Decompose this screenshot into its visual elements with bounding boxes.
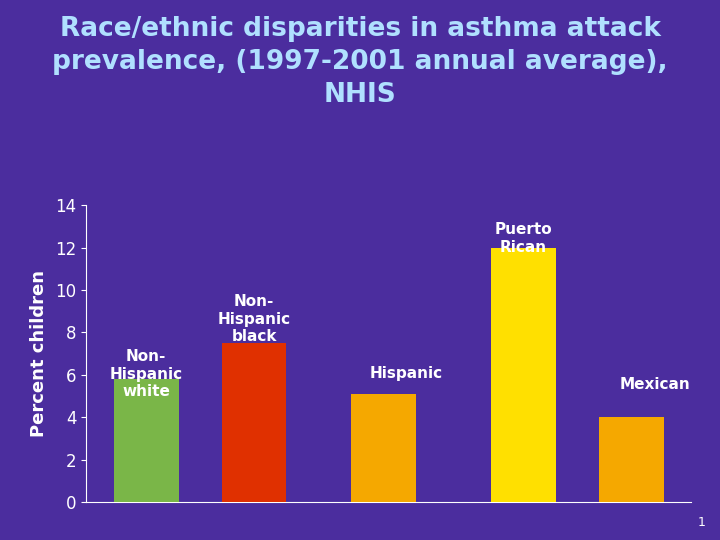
Bar [599,417,664,502]
Text: Non-
Hispanic
white: Non- Hispanic white [109,349,183,399]
Text: Mexican: Mexican [620,377,690,392]
Text: 1: 1 [698,516,706,529]
Text: Hispanic: Hispanic [369,367,443,381]
Bar [114,379,179,502]
Text: Non-
Hispanic
black: Non- Hispanic black [217,294,291,344]
Text: Puerto
Rican: Puerto Rican [495,222,552,254]
Bar [222,343,287,502]
Y-axis label: Percent children: Percent children [30,270,48,437]
Bar [351,394,415,502]
Text: Race/ethnic disparities in asthma attack
prevalence, (1997-2001 annual average),: Race/ethnic disparities in asthma attack… [52,16,668,108]
Bar [491,248,556,502]
